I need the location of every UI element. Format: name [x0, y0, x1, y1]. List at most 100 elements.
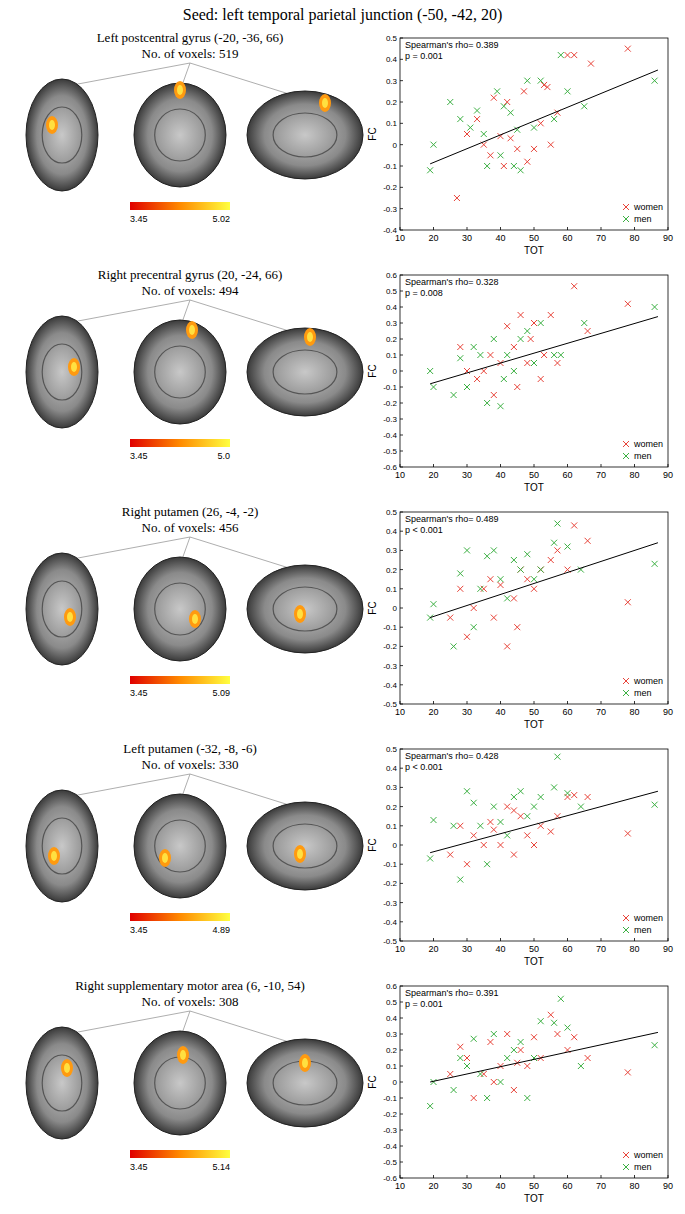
data-point: [518, 1039, 524, 1045]
activation-cluster: [189, 325, 195, 335]
y-tick-label: -0.3: [383, 662, 397, 671]
data-point: [487, 152, 493, 158]
fit-line: [430, 791, 658, 852]
data-point: [464, 1063, 470, 1069]
data-point: [464, 547, 470, 553]
brain-slice: [134, 1031, 226, 1135]
y-tick: [400, 1098, 403, 1099]
data-point: [498, 1079, 504, 1085]
activation-cluster: [322, 98, 328, 108]
data-point: [498, 403, 504, 409]
x-tick-label: 60: [562, 470, 572, 480]
data-point: [571, 522, 577, 528]
brain-slice-detail: [42, 344, 82, 400]
x-tick-label: 50: [529, 944, 539, 954]
activation-cluster: [67, 612, 73, 622]
y-tick-label: 0.5: [386, 508, 398, 517]
data-point: [538, 567, 544, 573]
x-tick-label: 90: [663, 233, 673, 243]
data-point: [457, 1055, 463, 1061]
legend-marker: [623, 915, 629, 921]
y-tick-label: 0.3: [386, 1030, 398, 1039]
y-tick: [400, 1082, 403, 1083]
x-tick: [601, 938, 602, 941]
y-tick: [400, 806, 403, 807]
colorbar-tick-label: 3.45: [130, 451, 148, 461]
x-tick: [534, 701, 535, 704]
legend-label: men: [634, 925, 652, 935]
y-tick: [400, 512, 403, 513]
x-tick: [534, 1175, 535, 1178]
y-tick-label: 0.1: [386, 119, 398, 128]
data-point: [585, 328, 591, 334]
plot-frame: [400, 38, 668, 230]
data-point: [457, 823, 463, 829]
data-point: [652, 561, 658, 567]
data-point: [571, 1034, 577, 1040]
x-tick: [400, 938, 401, 941]
y-tick-label: 0.2: [386, 98, 398, 107]
data-point: [501, 163, 507, 169]
data-point: [464, 1055, 470, 1061]
x-tick: [500, 1175, 501, 1178]
data-point: [511, 794, 517, 800]
legend-marker: [623, 441, 629, 447]
y-tick: [400, 403, 403, 404]
data-point: [471, 605, 477, 611]
y-tick-label: -0.5: [383, 1158, 397, 1167]
data-point: [531, 1034, 537, 1040]
colorbar-tick-label: 5.02: [212, 214, 230, 224]
brain-slice-detail: [42, 818, 82, 874]
data-point: [481, 842, 487, 848]
activation-cluster: [180, 1050, 186, 1060]
data-point: [538, 567, 544, 573]
data-point: [544, 84, 550, 90]
x-tick: [467, 464, 468, 467]
data-point: [558, 352, 564, 358]
colorbar-tick-label: 3.45: [130, 688, 148, 698]
brain-slice: [134, 320, 226, 424]
y-tick-label: 0.2: [386, 803, 398, 812]
x-tick: [567, 938, 568, 941]
legend-marker: [623, 927, 629, 933]
colorbar: [130, 1150, 230, 1158]
y-tick: [400, 307, 403, 308]
legend-label: women: [633, 1150, 663, 1160]
data-point: [491, 1079, 497, 1085]
data-point: [521, 88, 527, 94]
plot-area: [427, 521, 658, 650]
data-point: [504, 1031, 510, 1037]
x-tick-label: 80: [629, 233, 639, 243]
y-tick-label: -0.4: [383, 681, 397, 690]
x-tick: [534, 938, 535, 941]
plot-frame: [400, 275, 668, 467]
region-title: Left putamen (-32, -8, -6): [123, 741, 257, 756]
data-point: [504, 643, 510, 649]
data-point: [487, 1039, 493, 1045]
data-point: [511, 344, 517, 350]
data-point: [652, 802, 658, 808]
data-point: [508, 110, 514, 116]
data-point: [518, 167, 524, 173]
data-point: [447, 99, 453, 105]
activation-cluster: [302, 1058, 308, 1068]
y-tick: [400, 627, 403, 628]
y-tick: [400, 845, 403, 846]
x-tick-label: 70: [596, 944, 606, 954]
x-tick-label: 40: [495, 470, 505, 480]
data-point: [427, 167, 433, 173]
data-point: [504, 595, 510, 601]
data-point: [431, 384, 437, 390]
colorbar-tick-label: 4.89: [212, 925, 230, 935]
x-tick-label: 80: [629, 944, 639, 954]
data-point: [511, 852, 517, 858]
data-point: [484, 163, 490, 169]
connector: [62, 1011, 190, 1035]
activation-cluster: [51, 851, 57, 861]
y-tick: [400, 550, 403, 551]
legend-label: men: [634, 1162, 652, 1172]
y-axis-label: FC: [367, 838, 378, 851]
fit-line: [430, 70, 658, 164]
data-point: [524, 159, 530, 165]
annotation: p < 0.001: [405, 762, 443, 772]
